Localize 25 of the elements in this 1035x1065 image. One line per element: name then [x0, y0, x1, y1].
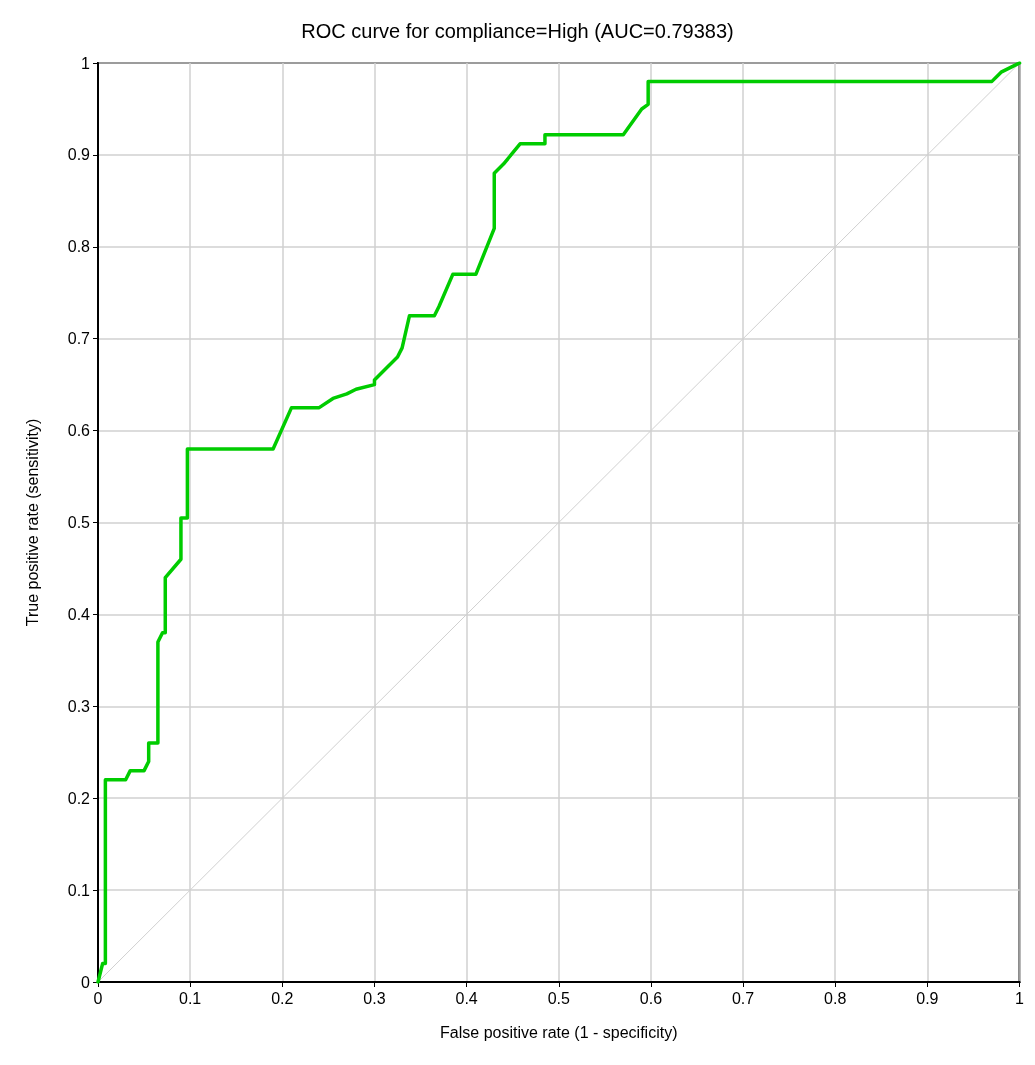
- x-tick-label: 0.1: [179, 989, 202, 1007]
- x-tick-label: 0.3: [363, 989, 386, 1007]
- y-tick-label: 0.6: [67, 422, 91, 440]
- y-tick-label: 0.1: [67, 881, 91, 899]
- y-tick-label: 0.5: [67, 514, 91, 531]
- x-tick-label: 0.2: [271, 989, 294, 1007]
- y-tick-label: 1: [81, 54, 91, 72]
- x-tick-label: 0.5: [547, 989, 570, 1007]
- y-axis-title: True positive rate (sensitivity): [23, 418, 41, 627]
- chart-title: ROC curve for compliance=High (AUC=0.79383): [301, 20, 734, 42]
- x-tick-label: 0.6: [639, 989, 663, 1007]
- y-tick-label: 0.7: [67, 330, 91, 348]
- y-tick-label: 0: [81, 973, 91, 991]
- y-tick-label: 0.8: [67, 238, 91, 256]
- y-tick-label: 0.2: [67, 789, 91, 807]
- y-tick-label: 0.3: [67, 697, 91, 715]
- x-tick-label: 0.7: [731, 989, 755, 1007]
- x-tick-label: 1: [1015, 989, 1025, 1007]
- x-axis-title: False positive rate (1 - specificity): [440, 1023, 678, 1041]
- y-tick-label: 0.9: [67, 146, 91, 164]
- x-tick-label: 0: [93, 989, 103, 1007]
- x-tick-label: 0.8: [824, 989, 847, 1007]
- y-tick-label: 0.4: [67, 605, 91, 623]
- x-tick-label: 0.9: [916, 989, 939, 1007]
- x-tick-label: 0.4: [455, 989, 478, 1007]
